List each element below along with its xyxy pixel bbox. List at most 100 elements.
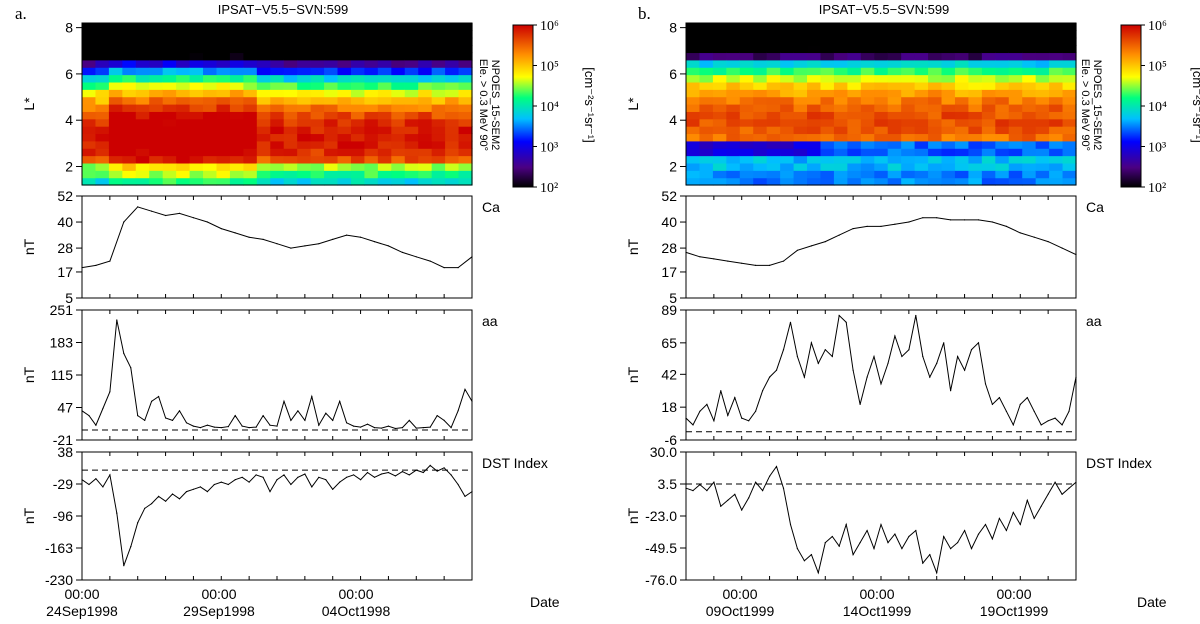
data-point: [165, 214, 167, 217]
data-point: [422, 427, 424, 429]
spectrogram-cell: [377, 111, 392, 120]
spectrogram-cell: [283, 59, 298, 68]
data-point: [810, 554, 813, 556]
spectrogram-cell: [377, 67, 392, 76]
data-point: [401, 427, 403, 429]
spectrogram-cell: [686, 67, 701, 76]
data-point: [727, 260, 729, 262]
spectrogram-cell: [766, 96, 781, 105]
spectrogram-cell: [203, 67, 218, 76]
spectrogram-cell: [901, 74, 916, 83]
spectrogram-cell: [297, 81, 312, 90]
data-point: [943, 342, 945, 344]
spectrogram-cell: [928, 148, 943, 157]
data-point: [109, 260, 111, 262]
spectrogram-cell: [108, 111, 123, 120]
spectrogram-cell: [833, 148, 848, 157]
spectrogram-cell: [807, 162, 822, 171]
spectrogram-cell: [337, 133, 352, 142]
spectrogram-cell: [753, 111, 768, 120]
spectrogram-ytick: 8: [65, 20, 73, 36]
spectrogram-cell: [350, 118, 366, 127]
spectrogram-cell: [377, 37, 392, 46]
spectrogram-cell: [954, 67, 970, 76]
spectrogram-cell: [149, 162, 164, 171]
spectrogram-cell: [699, 59, 714, 68]
spectrogram-cell: [807, 118, 822, 127]
spectrogram-cell: [283, 37, 298, 46]
spectrogram-cell: [1035, 148, 1050, 157]
spectrogram-cell: [780, 155, 795, 164]
spectrogram-cell: [95, 133, 110, 142]
data-point: [1005, 225, 1008, 227]
spectrogram-cell: [431, 162, 446, 171]
spectrogram-cell: [981, 148, 996, 157]
spectrogram-cell: [283, 81, 298, 90]
spectrogram-cell: [458, 126, 473, 135]
spectrogram-cell: [780, 111, 795, 120]
spectrogram-cell: [739, 30, 754, 39]
spectrogram-cell: [445, 74, 460, 83]
spectrogram-cell: [445, 96, 460, 105]
spectrogram-cell: [337, 111, 352, 120]
panel-a: a. IPSAT−V5.5−SVN:5992468L*10⁶10⁵10⁴10³10…: [15, 2, 597, 619]
spectrogram-cell: [847, 67, 862, 76]
spectrogram-cell: [324, 74, 339, 83]
spectrogram-cell: [82, 148, 97, 157]
data-point: [346, 422, 348, 424]
spectrogram-cell: [699, 23, 714, 31]
spectrogram-cell: [108, 170, 123, 179]
data-point: [852, 554, 854, 556]
spectrogram-cell: [820, 30, 835, 39]
data-point: [102, 407, 104, 410]
spectrogram-cell: [847, 52, 862, 61]
spectrogram-cell: [887, 89, 902, 98]
spectrogram-cell: [847, 30, 862, 39]
data-point: [1075, 481, 1077, 483]
spectrogram-cell: [337, 177, 352, 186]
spectrogram-cell: [874, 118, 889, 127]
spectrogram-cell: [780, 177, 795, 186]
spectrogram-cell: [122, 104, 137, 112]
spectrogram-cell: [1062, 89, 1077, 98]
spectrogram-cell: [176, 67, 191, 76]
spectrogram-cell: [807, 23, 822, 31]
spectrogram-cell: [297, 118, 312, 127]
spectrogram-cell: [1022, 148, 1037, 157]
spectrogram-cell: [780, 162, 795, 171]
spectrogram-cell: [968, 23, 983, 31]
spectrogram-cell: [162, 126, 177, 135]
spectrogram-cell: [418, 118, 433, 127]
xtick-date: 29Sep1998: [183, 603, 255, 619]
spectrogram-cell: [216, 30, 231, 39]
spectrogram-cell: [189, 177, 204, 186]
spectrogram-cell: [82, 45, 97, 54]
spectrogram-cell: [753, 104, 768, 112]
spectrogram-cell: [256, 148, 271, 157]
spectrogram-cell: [793, 140, 808, 149]
spectrogram-cell: [1008, 126, 1023, 135]
spectrogram-cell: [793, 89, 808, 98]
spectrogram-cell: [1035, 96, 1050, 105]
spectrogram-cell: [1035, 111, 1050, 120]
spectrogram-cell: [189, 67, 204, 76]
spectrogram-cell: [229, 133, 244, 142]
data-point: [789, 523, 792, 526]
spectrogram-cell: [203, 126, 218, 135]
spectrogram-cell: [1035, 177, 1050, 186]
spectrogram-cell: [847, 155, 862, 164]
spectrogram-cell: [458, 111, 473, 120]
spectrogram-cell: [954, 52, 970, 61]
spectrogram-cell: [189, 148, 204, 157]
spectrogram-cell: [995, 177, 1010, 186]
spectrogram-cell: [726, 30, 741, 39]
colorbar-title: NPOES_15-SEM2: [489, 60, 501, 150]
spectrogram-cell: [377, 155, 392, 164]
spectrogram-cell: [699, 104, 714, 112]
spectrogram-cell: [283, 104, 298, 112]
spectrogram-cell: [860, 23, 875, 31]
data-point: [803, 560, 806, 562]
data-point: [866, 529, 868, 532]
spectrogram-cell: [418, 148, 433, 157]
data-point: [81, 479, 83, 481]
